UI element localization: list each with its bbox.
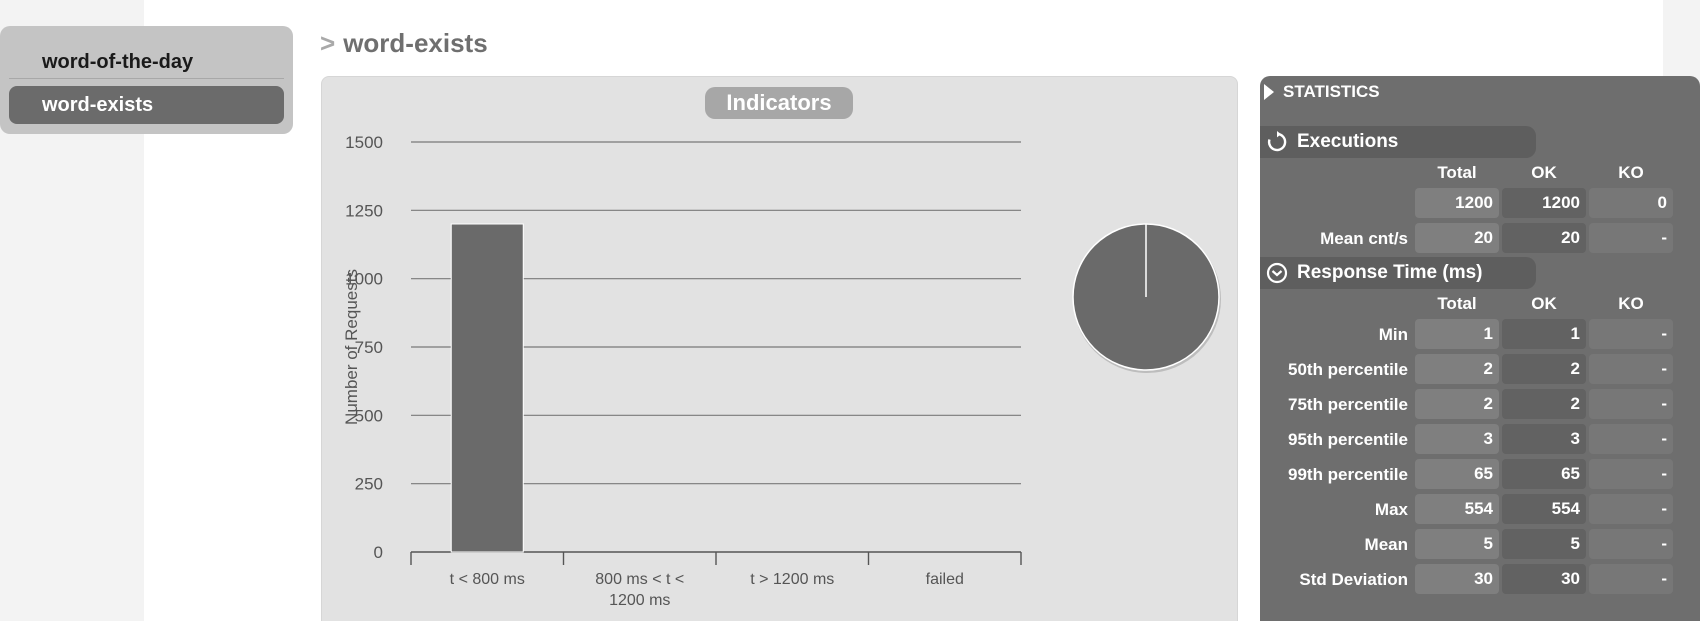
x-tick-label: t < 800 ms — [450, 571, 525, 588]
y-tick-label: 250 — [355, 475, 383, 494]
response-col-ko: KO — [1618, 294, 1644, 313]
cell-ko: - — [1589, 389, 1673, 419]
row-label: 50th percentile — [1288, 360, 1408, 379]
executions-section-header: Executions — [1260, 126, 1536, 158]
row-label: 75th percentile — [1288, 395, 1408, 414]
row-label: Max — [1374, 500, 1408, 519]
page-title: > word-exists — [320, 28, 488, 59]
executions-col-total: Total — [1437, 163, 1477, 182]
row-label: 95th percentile — [1288, 430, 1408, 449]
bar — [450, 223, 524, 553]
indicators-chart: 0 250 500 750 1000 1250 1500 t < 800 ms 800 ms <… — [342, 133, 1221, 609]
cell-total: 554 — [1415, 494, 1499, 524]
response-time-section-header: Response Time (ms) — [1260, 257, 1536, 289]
cell-ko: - — [1589, 529, 1673, 559]
cell-ko: 0 — [1589, 188, 1673, 218]
cell-ok: 1200 — [1502, 188, 1586, 218]
cell-ok: 554 — [1502, 494, 1586, 524]
statistics-title: STATISTICS — [1283, 82, 1380, 101]
executions-title: Executions — [1297, 131, 1399, 152]
y-tick-label: 1000 — [345, 270, 383, 289]
clock-icon — [1266, 262, 1288, 284]
cell-total: 1200 — [1415, 188, 1499, 218]
cell-total: 1 — [1415, 319, 1499, 349]
cell-ko: - — [1589, 319, 1673, 349]
cell-ko: - — [1589, 424, 1673, 454]
indicators-title: Indicators — [705, 87, 853, 119]
cell-ko: - — [1589, 564, 1673, 594]
y-tick-label: 1250 — [345, 201, 383, 220]
cell-total: 3 — [1415, 424, 1499, 454]
cell-total: 2 — [1415, 389, 1499, 419]
menu-divider — [9, 78, 284, 79]
response-col-ok: OK — [1531, 294, 1557, 313]
cell-ko: - — [1589, 354, 1673, 384]
cell-ok: 3 — [1502, 424, 1586, 454]
cell-ok: 2 — [1502, 354, 1586, 384]
cell-ko: - — [1589, 494, 1673, 524]
row-label: 99th percentile — [1288, 465, 1408, 484]
row-label: Min — [1378, 325, 1408, 344]
y-axis-label: Number of Requests — [342, 269, 361, 425]
row-label: Mean — [1364, 535, 1408, 554]
x-tick-label: t > 1200 ms — [750, 571, 834, 588]
row-label: Std Deviation — [1299, 570, 1408, 589]
y-tick-label: 750 — [355, 338, 383, 357]
y-tick-label: 500 — [355, 406, 383, 425]
cell-ok: 30 — [1502, 564, 1586, 594]
response-time-title: Response Time (ms) — [1297, 262, 1483, 283]
page-title-text: word-exists — [343, 28, 488, 58]
y-tick-label: 0 — [374, 543, 383, 562]
row-label: Mean cnt/s — [1320, 229, 1408, 248]
refresh-icon — [1267, 131, 1287, 152]
cell-total: 30 — [1415, 564, 1499, 594]
cell-ok: 1 — [1502, 319, 1586, 349]
cell-ko: - — [1589, 223, 1673, 253]
y-tick-label: 1500 — [345, 133, 383, 152]
executions-col-ok: OK — [1531, 163, 1557, 182]
cell-ok: 65 — [1502, 459, 1586, 489]
cell-ko: - — [1589, 459, 1673, 489]
cell-total: 5 — [1415, 529, 1499, 559]
cell-ok: 5 — [1502, 529, 1586, 559]
executions-col-ko: KO — [1618, 163, 1644, 182]
breadcrumb-arrow: > — [320, 28, 336, 58]
x-tick-label: 1200 ms — [609, 592, 670, 609]
cell-ok: 20 — [1502, 223, 1586, 253]
request-menu: word-of-the-day word-exists — [0, 26, 293, 134]
menu-item-word-of-the-day[interactable]: word-of-the-day — [42, 51, 194, 73]
expand-triangle-icon[interactable] — [1264, 84, 1274, 100]
cell-total: 65 — [1415, 459, 1499, 489]
statistics-header[interactable]: STATISTICS — [1264, 82, 1380, 102]
cell-ok: 2 — [1502, 389, 1586, 419]
x-tick-label: 800 ms < t < — [595, 571, 684, 588]
menu-item-word-exists[interactable]: word-exists — [9, 86, 284, 124]
response-col-total: Total — [1437, 294, 1477, 313]
cell-total: 20 — [1415, 223, 1499, 253]
cell-total: 2 — [1415, 354, 1499, 384]
x-tick-label: failed — [926, 571, 964, 588]
